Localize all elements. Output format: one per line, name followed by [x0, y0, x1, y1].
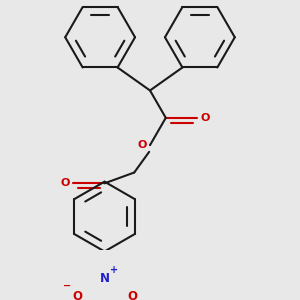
- Text: +: +: [110, 265, 118, 275]
- Text: −: −: [63, 280, 71, 290]
- Text: O: O: [60, 178, 70, 188]
- Text: N: N: [100, 272, 110, 285]
- Text: O: O: [72, 290, 82, 300]
- Text: O: O: [201, 113, 210, 123]
- Text: O: O: [127, 290, 137, 300]
- Text: O: O: [137, 140, 147, 150]
